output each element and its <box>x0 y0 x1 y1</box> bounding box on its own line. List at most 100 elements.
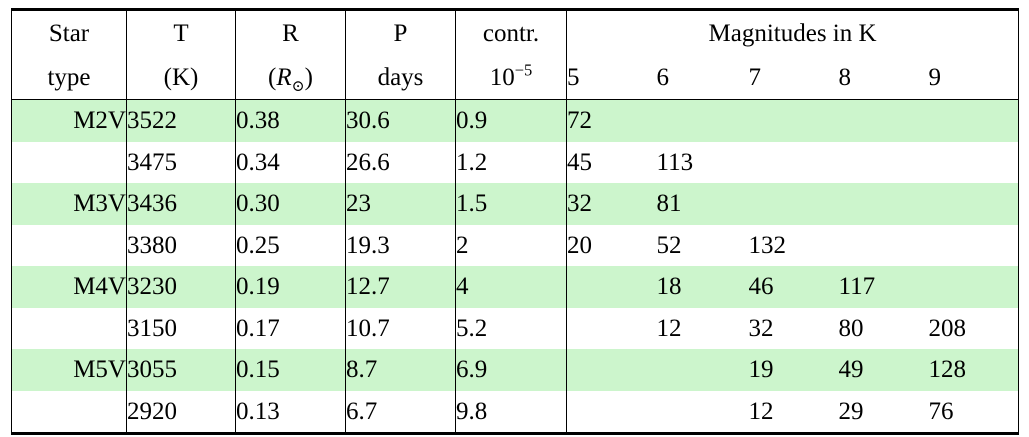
cell-mag-7: 12 <box>748 390 839 435</box>
header-period-line1: P <box>345 8 456 55</box>
cell-radius: 0.13 <box>235 390 346 435</box>
star-parameters-table: Star T R P contr. Magnitudes in K type (… <box>11 8 1020 435</box>
header-mag-7: 7 <box>748 63 762 91</box>
cell-mag-5 <box>566 349 657 391</box>
cell-mag-9 <box>928 183 1020 225</box>
cell-period: 12.7 <box>345 266 456 308</box>
header-mag-5: 5 <box>567 63 580 91</box>
header-radius-line1: R <box>235 8 346 55</box>
header-star-type-line1: Star <box>11 8 127 55</box>
table-row: 3380 0.25 19.3 2 20 52 132 <box>11 224 1020 267</box>
cell-contrast: 2 <box>455 224 567 266</box>
table-row: M4V 3230 0.19 12.7 4 18 46 117 <box>11 266 1020 308</box>
cell-star-type: M3V <box>11 183 127 225</box>
table-row: M5V 3055 0.15 8.7 6.9 19 49 128 <box>11 349 1020 391</box>
cell-mag-9 <box>928 224 1020 266</box>
header-contrast-unit: 10−5 <box>455 55 567 100</box>
cell-temperature: 3380 <box>126 224 236 266</box>
cell-period: 26.6 <box>345 141 456 183</box>
cell-period: 30.6 <box>345 99 456 142</box>
cell-star-type: M4V <box>11 266 127 308</box>
header-row-primary: Star T R P contr. Magnitudes in K <box>11 8 1020 55</box>
cell-mag-8: 49 <box>838 349 929 391</box>
table-row: 3150 0.17 10.7 5.2 12 32 80 208 <box>11 307 1020 350</box>
cell-mag-7 <box>748 99 839 142</box>
cell-mag-7: 132 <box>748 231 787 259</box>
cell-mag-6: 81 <box>656 183 749 225</box>
header-mag-9: 9 <box>928 55 1020 100</box>
header-star-type-line2: type <box>11 55 127 100</box>
cell-mag-6: 52 <box>656 231 682 259</box>
cell-mag-6: 18 <box>656 266 749 308</box>
cell-mag-7: 32 <box>748 314 774 342</box>
cell-mag-9: 208 <box>928 307 1020 349</box>
contrast-exponent: −5 <box>514 60 533 80</box>
cell-mag-9: 128 <box>928 349 1020 391</box>
cell-star-type <box>11 141 127 183</box>
table-row: M3V 3436 0.30 23 1.5 32 81 <box>11 183 1020 225</box>
contrast-base: 10 <box>489 63 515 91</box>
cell-mag-7: 19 <box>748 349 839 391</box>
cell-radius: 0.38 <box>235 99 346 142</box>
star-parameters-table-container: Star T R P contr. Magnitudes in K type (… <box>11 8 1020 435</box>
header-mag-6: 6 <box>656 63 670 91</box>
radius-unit-paren-close: ) <box>304 63 313 91</box>
table-body: Star T R P contr. Magnitudes in K type (… <box>11 8 1020 435</box>
cell-mag-7: 46 <box>748 266 839 308</box>
cell-radius: 0.25 <box>235 224 346 266</box>
cell-mag-5: 32 <box>566 183 657 225</box>
cell-contrast: 1.5 <box>455 183 567 225</box>
cell-mag-6: 12 <box>656 314 682 342</box>
cell-mag-9 <box>928 99 1020 142</box>
cell-mag-7 <box>748 183 839 225</box>
table-row: 3475 0.34 26.6 1.2 45 113 <box>11 141 1020 184</box>
cell-radius: 0.34 <box>235 141 346 183</box>
cell-radius: 0.30 <box>235 183 346 225</box>
table-row: 2920 0.13 6.7 9.8 12 29 76 <box>11 390 1020 435</box>
cell-mag-5 <box>566 390 657 435</box>
cell-mag-9: 76 <box>928 390 1020 435</box>
table-row: M2V 3522 0.38 30.6 0.9 72 <box>11 99 1020 142</box>
cell-mag-8 <box>839 142 929 184</box>
radius-unit-paren-open: ( <box>268 63 277 91</box>
header-temperature-line1: T <box>126 8 236 55</box>
cell-period: 6.7 <box>345 390 456 435</box>
cell-mag-8: 29 <box>838 390 929 435</box>
cell-contrast: 6.9 <box>455 349 567 391</box>
cell-mag-5: 72 <box>566 99 657 142</box>
cell-mag-8: 80 <box>838 314 864 342</box>
cell-mag-8 <box>838 99 929 142</box>
cell-radius: 0.15 <box>235 349 346 391</box>
cell-star-type: M2V <box>11 99 127 142</box>
cell-contrast: 1.2 <box>455 141 567 183</box>
header-temperature-unit: (K) <box>126 55 236 100</box>
cell-temperature: 3150 <box>126 307 236 349</box>
sun-symbol-icon: ⊙ <box>291 77 305 95</box>
cell-star-type <box>11 224 127 266</box>
cell-contrast: 5.2 <box>455 307 567 349</box>
cell-temperature: 3436 <box>126 183 236 225</box>
header-period-unit: days <box>345 55 456 100</box>
cell-radius: 0.19 <box>235 266 346 308</box>
cell-mag-7 <box>749 142 839 184</box>
cell-temperature: 3522 <box>126 99 236 142</box>
cell-mag-8 <box>838 183 929 225</box>
cell-mag-5 <box>567 308 657 350</box>
cell-mag-5: 20 <box>567 231 592 259</box>
radius-unit-symbol: R <box>276 63 292 91</box>
cell-mag-9 <box>928 266 1020 308</box>
cell-mag-6 <box>656 349 749 391</box>
header-magnitudes-group: Magnitudes in K <box>566 8 1020 55</box>
header-row-secondary: type (K) (R⊙) days 10−5 5 6 7 8 9 <box>11 55 1020 100</box>
cell-contrast: 9.8 <box>455 390 567 435</box>
cell-mag-9 <box>928 141 1020 183</box>
cell-mag-8 <box>839 225 929 267</box>
cell-temperature: 3230 <box>126 266 236 308</box>
cell-star-type <box>11 390 127 435</box>
cell-temperature: 3055 <box>126 349 236 391</box>
cell-temperature: 3475 <box>126 141 236 183</box>
cell-period: 19.3 <box>345 224 456 266</box>
cell-mag-6 <box>656 99 749 142</box>
cell-period: 8.7 <box>345 349 456 391</box>
header-radius-unit: (R⊙) <box>235 55 346 100</box>
